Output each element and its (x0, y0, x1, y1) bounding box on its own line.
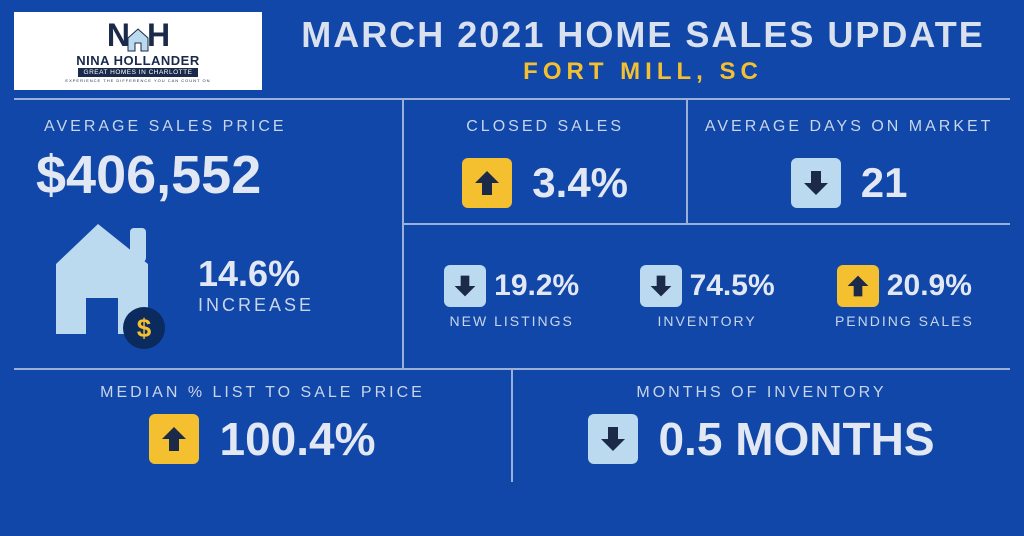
days-on-market-value: 21 (861, 159, 908, 207)
avg-price-pct-block: 14.6% INCREASE (198, 253, 314, 316)
logo-initials: N H (107, 19, 169, 51)
house-dollar-icon: $ (30, 214, 180, 354)
arrow-up-icon (462, 158, 512, 208)
logo-subline: GREAT HOMES IN CHARLOTTE (78, 68, 199, 77)
closed-sales-stat: 3.4% (462, 158, 628, 208)
arrow-down-icon (791, 158, 841, 208)
avg-price-inc-label: INCREASE (198, 295, 314, 316)
inventory-label: INVENTORY (658, 313, 757, 329)
arrow-down-icon (444, 265, 486, 307)
days-on-market-panel: AVERAGE DAYS ON MARKET 21 (688, 100, 1010, 223)
logo-tagline: EXPERIENCE THE DIFFERENCE YOU CAN COUNT … (65, 78, 210, 83)
arrow-down-icon (640, 265, 682, 307)
list-to-sale-value: 100.4% (219, 412, 375, 466)
list-to-sale-panel: MEDIAN % LIST TO SALE PRICE 100.4% (14, 370, 513, 482)
new-listings-value: 19.2% (494, 269, 579, 303)
main-grid: AVERAGE SALES PRICE $406,552 $ 14.6% INC… (0, 100, 1024, 368)
months-inventory-label: MONTHS OF INVENTORY (636, 384, 886, 402)
avg-price-label: AVERAGE SALES PRICE (30, 118, 392, 136)
inventory-stat: 74.5% INVENTORY (640, 265, 775, 329)
page-title: MARCH 2021 HOME SALES UPDATE (282, 14, 1004, 56)
avg-price-pct: 14.6% (198, 253, 314, 295)
logo: N H NINA HOLLANDER GREAT HOMES IN CHARLO… (14, 12, 262, 90)
right-panels: CLOSED SALES 3.4% AVERAGE DAYS ON MARKET… (404, 100, 1010, 368)
avg-price-value: $406,552 (30, 144, 392, 206)
new-listings-stat: 19.2% NEW LISTINGS (444, 265, 579, 329)
logo-initial-h: H (147, 19, 169, 51)
top-row: CLOSED SALES 3.4% AVERAGE DAYS ON MARKET… (404, 100, 1010, 225)
avg-price-panel: AVERAGE SALES PRICE $406,552 $ 14.6% INC… (14, 100, 404, 368)
list-to-sale-label: MEDIAN % LIST TO SALE PRICE (100, 384, 425, 402)
arrow-up-icon (837, 265, 879, 307)
months-inventory-panel: MONTHS OF INVENTORY 0.5 MONTHS (513, 370, 1010, 482)
footer-row: MEDIAN % LIST TO SALE PRICE 100.4% MONTH… (0, 370, 1024, 482)
closed-sales-value: 3.4% (532, 159, 628, 207)
svg-text:$: $ (137, 313, 152, 343)
page-subtitle: FORT MILL, SC (282, 58, 1004, 86)
arrow-down-icon (588, 414, 638, 464)
avg-price-change: $ 14.6% INCREASE (30, 214, 392, 354)
pending-sales-value: 20.9% (887, 269, 972, 303)
logo-name: NINA HOLLANDER (76, 53, 200, 68)
closed-sales-panel: CLOSED SALES 3.4% (404, 100, 688, 223)
new-listings-label: NEW LISTINGS (450, 313, 574, 329)
arrow-up-icon (149, 414, 199, 464)
closed-sales-label: CLOSED SALES (466, 118, 624, 136)
header: N H NINA HOLLANDER GREAT HOMES IN CHARLO… (0, 0, 1024, 98)
days-on-market-label: AVERAGE DAYS ON MARKET (705, 118, 994, 136)
mini-stats-row: 19.2% NEW LISTINGS 74.5% INVENTORY (404, 225, 1010, 368)
title-block: MARCH 2021 HOME SALES UPDATE FORT MILL, … (282, 12, 1004, 86)
months-inventory-value: 0.5 MONTHS (658, 412, 934, 466)
inventory-value: 74.5% (690, 269, 775, 303)
days-on-market-stat: 21 (791, 158, 908, 208)
pending-sales-label: PENDING SALES (835, 313, 974, 329)
pending-sales-stat: 20.9% PENDING SALES (835, 265, 974, 329)
